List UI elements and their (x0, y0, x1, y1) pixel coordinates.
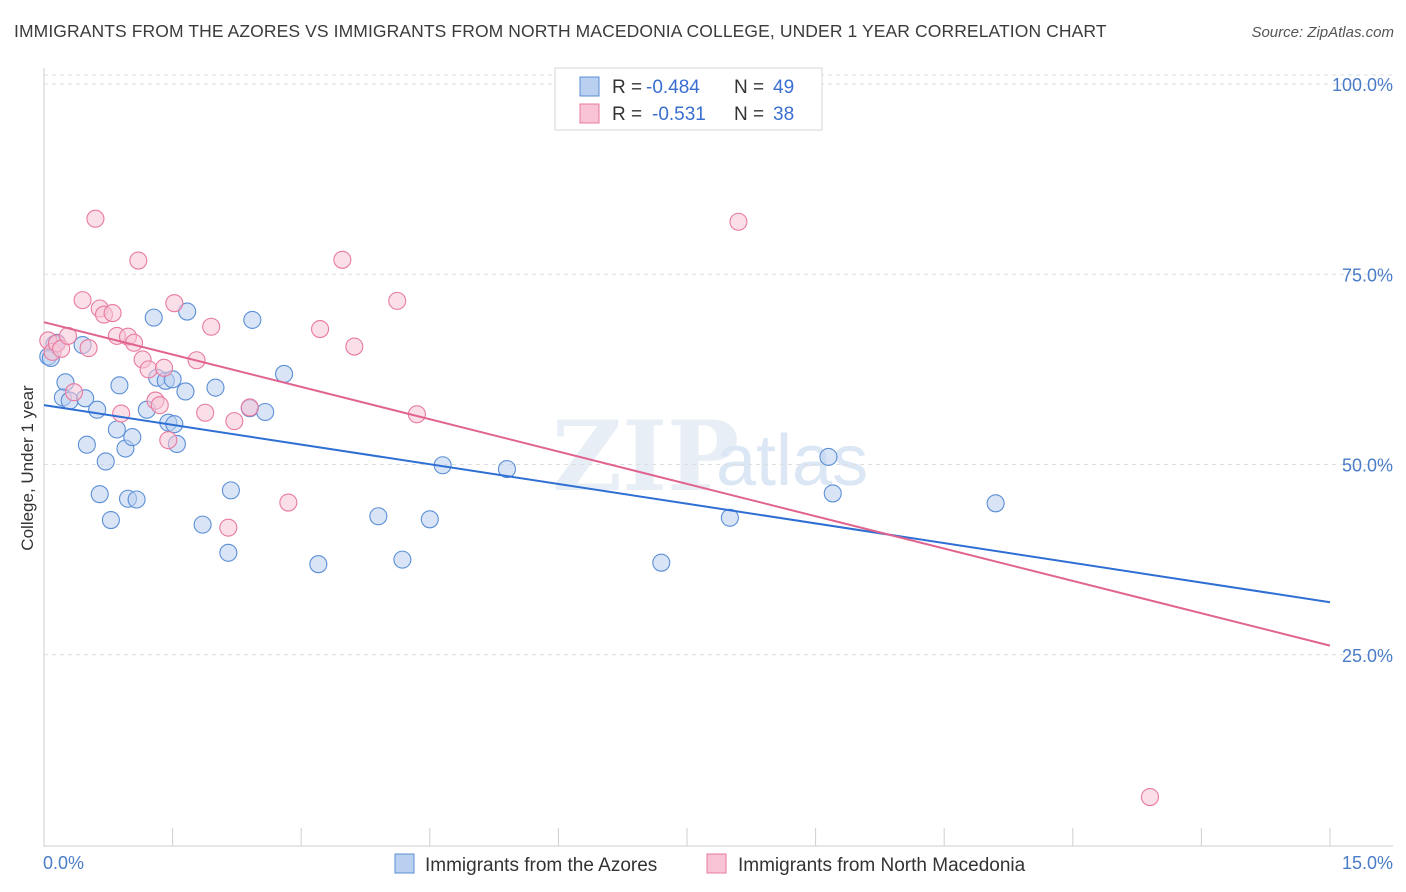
bottom-legend-azores-label: Immigrants from the Azores (425, 855, 657, 876)
watermark-atlas: atlas (716, 421, 868, 501)
series-legend: Immigrants from the Azores Immigrants fr… (394, 853, 1026, 876)
y-tick-label: 50.0% (1342, 456, 1393, 476)
azores-point (309, 555, 328, 574)
macedonia-point (112, 404, 131, 423)
macedonia-point (240, 398, 259, 417)
macedonia-point (154, 358, 174, 377)
macedonia-point (333, 250, 352, 269)
y-tick-labels: 25.0% 50.0% 75.0% 100.0% (1332, 75, 1393, 666)
macedonia-r-value: -0.531 (652, 104, 706, 125)
azores-point (393, 550, 412, 569)
azores-point (96, 452, 115, 471)
macedonia-point (73, 291, 92, 310)
azores-point (497, 460, 517, 479)
azores-point (256, 402, 275, 422)
azores-legend-swatch (579, 76, 600, 97)
macedonia-r-label: R = (612, 104, 642, 125)
azores-point (90, 485, 109, 504)
macedonia-point (345, 337, 364, 356)
azores-point (178, 302, 197, 321)
macedonia-point (129, 251, 148, 270)
azores-point (420, 510, 439, 529)
azores-point (243, 310, 262, 329)
azores-point (369, 507, 388, 526)
bottom-legend-macedonia-swatch (706, 853, 727, 874)
trend-lines (43, 321, 1331, 647)
azores-point (206, 378, 225, 397)
azores-point (652, 553, 671, 572)
macedonia-point (139, 360, 158, 379)
macedonia-point (159, 431, 178, 450)
macedonia-trend-line (43, 321, 1331, 647)
macedonia-point (219, 518, 238, 537)
azores-point (107, 420, 126, 439)
azores-point (77, 435, 96, 454)
chart-title: IMMIGRANTS FROM THE AZORES VS IMMIGRANTS… (14, 21, 1107, 41)
macedonia-point (1140, 788, 1160, 807)
macedonia-point (225, 412, 244, 431)
azores-point (144, 308, 163, 327)
azores-point (819, 447, 838, 466)
azores-point (101, 511, 120, 530)
bottom-legend-macedonia-label: Immigrants from North Macedonia (738, 855, 1026, 876)
axes (43, 68, 1393, 847)
y-axis-label: College, Under 1 year (18, 385, 37, 551)
azores-point (219, 543, 238, 562)
macedonia-point (202, 317, 221, 336)
y-tick-label: 25.0% (1342, 646, 1393, 666)
macedonia-n-label: N = (734, 104, 764, 125)
azores-point (986, 494, 1005, 513)
macedonia-point (388, 291, 407, 310)
macedonia-point (86, 209, 105, 228)
macedonia-point (165, 294, 184, 313)
macedonia-point (311, 319, 330, 339)
azores-point (110, 376, 129, 395)
azores-point (193, 515, 212, 534)
macedonia-point (196, 403, 215, 422)
azores-r-value: -0.484 (646, 77, 700, 98)
macedonia-legend-swatch (579, 103, 600, 124)
source-label: Source: ZipAtlas.com (1251, 24, 1394, 41)
macedonia-point (79, 339, 98, 358)
azores-n-value: 49 (773, 77, 794, 98)
x-tick-label: 15.0% (1342, 853, 1393, 873)
azores-point (275, 364, 294, 383)
watermark-zip: ZIP (552, 400, 739, 513)
stats-legend: R = -0.484 N = 49 R = -0.531 N = 38 (554, 67, 823, 131)
y-tick-label: 75.0% (1342, 265, 1393, 285)
azores-n-label: N = (734, 77, 764, 98)
azores-point (221, 481, 240, 500)
macedonia-point (150, 396, 169, 415)
gridlines (44, 74, 1393, 656)
macedonia-point (64, 383, 84, 402)
azores-point (88, 400, 107, 419)
azores-point (127, 490, 146, 509)
azores-trend-line (43, 404, 1331, 604)
macedonia-n-value: 38 (773, 104, 794, 125)
macedonia-point (729, 212, 748, 231)
azores-point (123, 428, 142, 447)
x-tick-labels: 0.0% 15.0% (43, 853, 1393, 873)
azores-point (823, 484, 842, 503)
x-tick-label: 0.0% (43, 853, 84, 873)
azores-point (176, 382, 195, 401)
y-tick-label: 100.0% (1332, 75, 1393, 95)
azores-r-label: R = (612, 77, 642, 98)
macedonia-point (279, 493, 298, 512)
bottom-legend-azores-swatch (394, 853, 415, 874)
macedonia-point (103, 304, 122, 323)
